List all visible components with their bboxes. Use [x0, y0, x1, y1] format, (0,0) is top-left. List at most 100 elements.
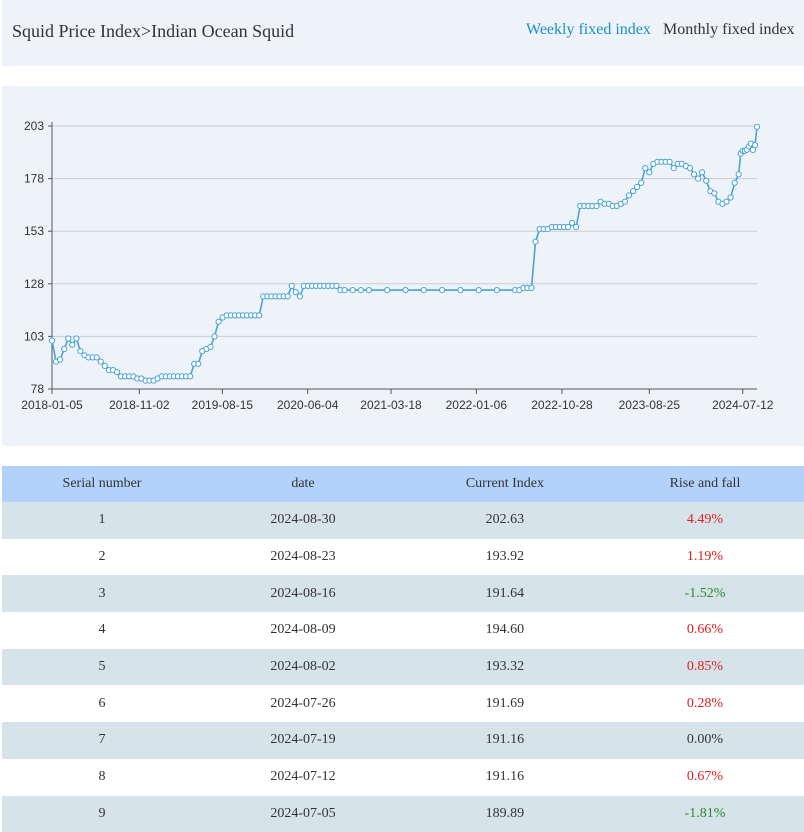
cell-serial: 3 — [98, 585, 106, 601]
cell-serial: 7 — [98, 732, 106, 748]
cell-serial: 9 — [98, 805, 106, 821]
cell-rise-and-fall: -1.52% — [684, 585, 726, 601]
cell-current-index: 193.32 — [485, 659, 525, 675]
table-row: 2 2024-08-23 193.92 1.19% — [2, 538, 804, 576]
data-point — [195, 360, 202, 367]
data-point — [593, 202, 600, 210]
data-point — [215, 318, 222, 325]
data-point — [532, 238, 539, 245]
data-point — [695, 175, 702, 182]
data-point — [711, 190, 718, 197]
cell-serial: 1 — [98, 512, 106, 528]
x-tick-label: 2023-08-25 — [619, 398, 681, 412]
cell-current-index: 202.63 — [485, 512, 525, 528]
table-row: 8 2024-07-12 191.16 0.67% — [2, 758, 804, 796]
header-date: date — [291, 476, 315, 491]
cell-serial: 6 — [98, 695, 106, 711]
data-point — [731, 179, 738, 186]
table-row: 3 2024-08-16 191.64 -1.52% — [2, 575, 804, 613]
cell-rise-and-fall: -1.81% — [684, 805, 726, 821]
x-tick-label: 2024-07-12 — [712, 398, 774, 412]
cell-date: 2024-07-26 — [270, 695, 336, 711]
page-header: Squid Price Index>Indian Ocean Squid Wee… — [2, 0, 804, 66]
data-point — [207, 343, 214, 350]
table-row: 4 2024-08-09 194.60 0.66% — [2, 612, 804, 649]
data-point — [727, 194, 734, 201]
header-current-index: Current Index — [465, 476, 544, 491]
table-header-row: Serial number date Current Index Rise an… — [2, 466, 804, 502]
data-point — [753, 123, 761, 130]
data-point — [187, 373, 194, 380]
data-point — [73, 335, 80, 342]
data-point — [735, 171, 742, 178]
data-point — [69, 341, 76, 348]
x-tick-label: 2018-11-02 — [109, 398, 170, 412]
table-row: 5 2024-08-02 193.32 0.85% — [2, 648, 804, 686]
table-row: 1 2024-08-30 202.63 4.49% — [2, 502, 804, 539]
data-point — [723, 198, 730, 205]
data-point — [284, 293, 291, 300]
cell-serial: 5 — [98, 659, 106, 675]
data-point — [630, 188, 637, 195]
data-point — [420, 287, 427, 294]
header-rise-and-fall: Rise and fall — [669, 476, 741, 491]
cell-rise-and-fall: 0.00% — [686, 732, 724, 748]
x-tick-label: 2018-01-05 — [21, 398, 83, 412]
data-point — [751, 142, 759, 149]
data-point — [439, 287, 446, 294]
tab-monthly-fixed-index[interactable]: Monthly fixed index — [663, 21, 795, 38]
cell-current-index: 191.16 — [485, 769, 525, 785]
page-title: Squid Price Index>Indian Ocean Squid — [12, 21, 295, 41]
chart-panel: 78 103 128 153 178 203 2018-01-05 2018-11-02 201… — [2, 86, 804, 446]
data-point — [690, 171, 698, 178]
data-point — [638, 179, 645, 186]
data-point — [384, 287, 391, 294]
x-tick-label: 2019-08-15 — [192, 398, 254, 412]
cell-rise-and-fall: 0.28% — [686, 695, 724, 711]
x-tick-label: 2022-10-28 — [531, 398, 593, 412]
data-point — [48, 337, 56, 344]
data-point — [457, 287, 464, 294]
data-point — [699, 169, 706, 176]
y-tick-label: 153 — [24, 224, 44, 238]
data-point — [77, 348, 84, 355]
y-tick-label: 128 — [24, 277, 44, 291]
cell-rise-and-fall: 0.66% — [686, 622, 724, 638]
cell-date: 2024-08-09 — [270, 622, 336, 638]
x-tick-label: 2021-03-18 — [360, 398, 422, 412]
data-point — [565, 223, 572, 231]
data-point — [703, 177, 710, 184]
cell-date: 2024-07-05 — [270, 805, 336, 821]
tab-weekly-fixed-index[interactable]: Weekly fixed index — [526, 21, 651, 38]
y-tick-label: 203 — [24, 119, 44, 133]
data-point — [292, 289, 299, 296]
y-tick-label: 103 — [24, 329, 44, 343]
cell-rise-and-fall: 0.85% — [686, 659, 724, 675]
data-point — [61, 345, 68, 353]
x-tick-label: 2022-01-06 — [446, 398, 508, 412]
cell-date: 2024-08-16 — [270, 585, 336, 601]
cell-date: 2024-07-19 — [270, 732, 336, 748]
cell-rise-and-fall: 0.67% — [686, 769, 724, 785]
cell-rise-and-fall: 4.49% — [686, 512, 724, 528]
data-point — [296, 293, 303, 300]
x-tick-label: 2020-06-04 — [277, 398, 339, 412]
data-point — [211, 333, 218, 340]
data-point — [93, 354, 100, 361]
data-point — [642, 165, 649, 172]
data-point — [621, 198, 629, 205]
index-line-chart: 78 103 128 153 178 203 2018-01-05 2018-11-02 201… — [21, 119, 774, 412]
data-point — [113, 369, 121, 376]
table-row: 6 2024-07-26 191.69 0.28% — [2, 685, 804, 723]
cell-serial: 4 — [98, 622, 106, 638]
cell-current-index: 191.69 — [485, 695, 525, 711]
cell-current-index: 193.92 — [485, 549, 525, 565]
data-point — [666, 158, 673, 165]
y-tick-label: 178 — [24, 172, 44, 186]
data-point — [634, 183, 641, 191]
data-point — [365, 287, 372, 294]
data-point — [357, 287, 364, 294]
cell-current-index: 189.89 — [485, 805, 525, 821]
cell-serial: 2 — [98, 549, 106, 565]
cell-current-index: 191.16 — [485, 732, 525, 748]
